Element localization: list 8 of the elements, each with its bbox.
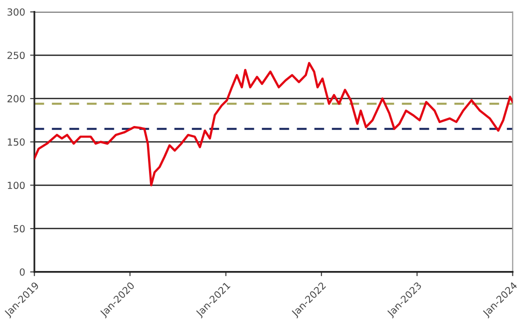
y-tick-label: 250	[8, 52, 25, 60]
y-tick-label: 100	[8, 182, 25, 190]
line-series	[34, 62, 513, 186]
y-tick-label: 200	[8, 95, 25, 102]
y-tick-label: 150	[8, 138, 25, 146]
y-tick-label: 300	[8, 8, 25, 16]
y-tick-label: 50	[14, 225, 25, 232]
y-tick-label: 0	[20, 268, 25, 276]
